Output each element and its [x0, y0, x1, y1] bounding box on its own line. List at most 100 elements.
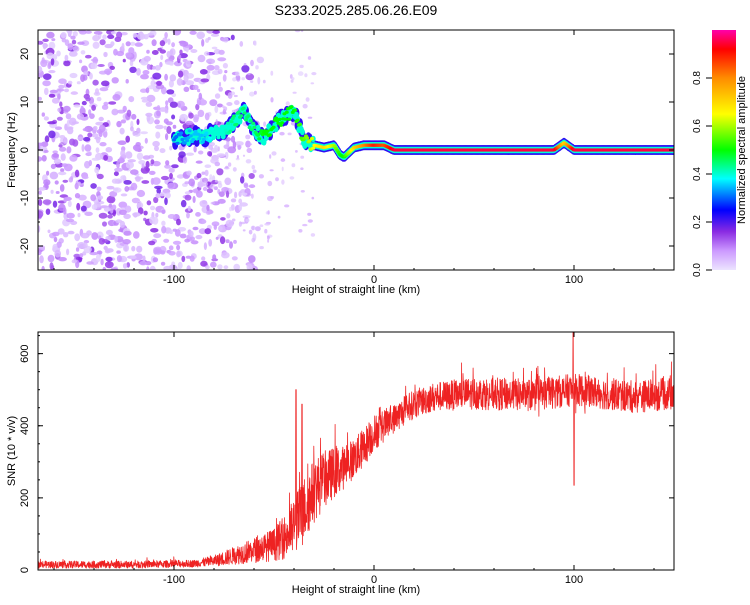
ridge-core: [223, 128, 228, 132]
noise-blob: [160, 54, 164, 61]
noise-blob: [52, 153, 59, 158]
noise-blob: [201, 171, 206, 175]
noise-blob: [145, 87, 150, 94]
noise-blob: [70, 91, 79, 95]
noise-blob: [181, 255, 186, 263]
noise-blob: [62, 232, 69, 238]
noise-blob: [62, 207, 67, 215]
noise-blob: [255, 226, 261, 232]
noise-blob: [291, 77, 295, 81]
noise-blob: [167, 214, 176, 219]
noise-blob: [307, 212, 312, 216]
noise-blob: [69, 154, 78, 162]
noise-blob: [103, 101, 109, 106]
noise-blob: [156, 110, 161, 117]
noise-blob: [242, 215, 251, 219]
noise-blob: [38, 96, 42, 101]
ridge-core: [202, 137, 206, 141]
noise-blob: [196, 99, 202, 106]
spectrogram-ytick-label: 20: [19, 48, 31, 60]
noise-blob: [222, 62, 228, 69]
noise-blob: [172, 124, 177, 129]
noise-blob: [238, 198, 243, 204]
noise-blob: [206, 204, 210, 212]
noise-blob: [242, 154, 246, 157]
noise-blob: [111, 178, 119, 184]
noise-blob: [184, 194, 192, 201]
noise-blob: [229, 241, 233, 249]
noise-blob: [95, 88, 99, 95]
noise-blob: [116, 250, 121, 254]
noise-blob: [38, 190, 42, 195]
noise-blob: [153, 233, 162, 239]
noise-blob: [137, 207, 144, 215]
noise-blob: [300, 155, 305, 159]
noise-blob: [214, 65, 220, 71]
noise-blob: [79, 59, 83, 64]
noise-blob: [77, 136, 84, 141]
noise-blob: [211, 221, 220, 227]
noise-blob: [110, 31, 117, 35]
colorbar-tick-label: 0.2: [692, 215, 703, 229]
noise-blob: [168, 251, 176, 256]
noise-blob: [62, 105, 71, 112]
noise-blob: [79, 107, 86, 115]
noise-blob: [156, 105, 161, 111]
noise-blob: [74, 233, 81, 242]
noise-blob: [223, 265, 229, 270]
noise-blob: [169, 48, 176, 56]
noise-blob: [43, 116, 50, 121]
ridge-core: [228, 129, 233, 133]
noise-blob: [222, 74, 227, 82]
noise-blob: [218, 191, 225, 198]
noise-blob: [225, 190, 230, 198]
noise-blob: [65, 113, 72, 120]
noise-blob: [42, 42, 47, 50]
noise-blob: [156, 187, 161, 194]
ridge-core: [174, 135, 179, 139]
noise-blob: [257, 76, 261, 85]
noise-blob: [159, 107, 168, 112]
noise-blob: [167, 182, 176, 190]
noise-blob: [200, 78, 210, 83]
noise-blob: [238, 221, 242, 227]
noise-blob: [230, 135, 236, 143]
spectrogram-xtick-label: 0: [371, 274, 377, 286]
noise-blob: [238, 191, 242, 197]
noise-blob: [38, 145, 41, 151]
noise-blob: [223, 37, 229, 43]
noise-blob: [183, 74, 189, 83]
colorbar-gradient: [712, 30, 736, 270]
snr-ytick-label: 400: [19, 417, 31, 435]
noise-blob: [42, 199, 52, 205]
noise-blob: [189, 30, 197, 35]
noise-blob: [179, 233, 187, 239]
noise-blob: [148, 170, 156, 175]
noise-blob: [66, 146, 72, 154]
noise-blob: [304, 73, 308, 78]
noise-blob: [72, 31, 78, 37]
noise-blob: [200, 260, 208, 267]
noise-blob: [204, 169, 209, 177]
noise-blob: [110, 41, 115, 47]
noise-blob: [248, 173, 255, 179]
noise-blob: [122, 105, 127, 113]
noise-blob: [224, 177, 232, 186]
noise-blob: [40, 59, 48, 68]
noise-blob: [190, 49, 198, 53]
noise-blob: [213, 186, 218, 191]
noise-blob: [120, 32, 128, 36]
noise-blob: [227, 162, 232, 167]
noise-blob: [80, 105, 84, 110]
ridge-core: [242, 111, 247, 115]
noise-blob: [103, 154, 108, 161]
noise-blob: [230, 91, 236, 96]
noise-blob: [211, 46, 218, 50]
noise-blob: [229, 206, 233, 212]
noise-blob: [51, 38, 56, 42]
noise-blob: [109, 191, 118, 197]
noise-blob: [219, 236, 226, 245]
noise-blob: [311, 72, 317, 76]
colorbar-tick-label: 0.4: [692, 167, 703, 181]
ridge-core: [268, 133, 272, 137]
